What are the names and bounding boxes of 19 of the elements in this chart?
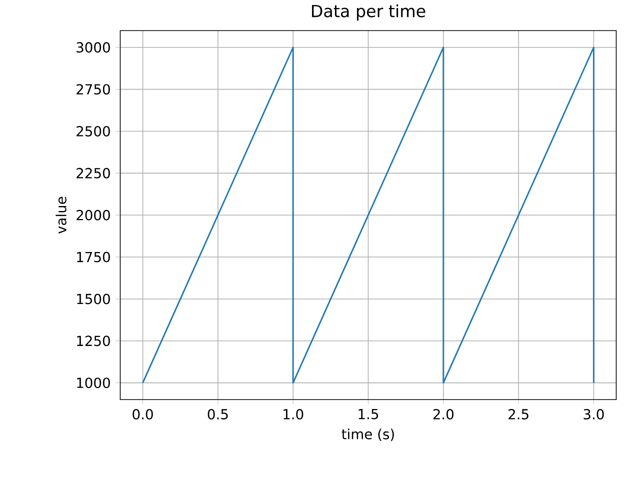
x-axis-title: time (s): [342, 428, 394, 442]
y-tick-label: 1000: [77, 378, 110, 388]
x-tick-label: 0.0: [132, 409, 153, 420]
y-tick-label: 3000: [76, 42, 110, 53]
y-tick-label: 1250: [77, 336, 110, 346]
y-tick-label: 2000: [76, 210, 110, 221]
x-tick-label: 0.5: [208, 409, 228, 420]
y-tick-label: 1750: [77, 252, 110, 263]
y-tick-label: 2500: [76, 126, 110, 137]
y-tick-label: 2750: [76, 84, 110, 95]
y-axis-title: value: [56, 197, 66, 234]
x-tick-label: 2.5: [508, 409, 528, 420]
y-tick-label: 1500: [77, 294, 110, 304]
y-tick-label: 2250: [76, 168, 110, 179]
x-tick-label: 1.5: [358, 409, 378, 420]
chart-title: Data per time: [312, 4, 426, 21]
x-tick-label: 1.0: [284, 409, 304, 420]
x-tick-label: 2.0: [433, 409, 454, 420]
x-tick-label: 3.0: [584, 409, 604, 420]
